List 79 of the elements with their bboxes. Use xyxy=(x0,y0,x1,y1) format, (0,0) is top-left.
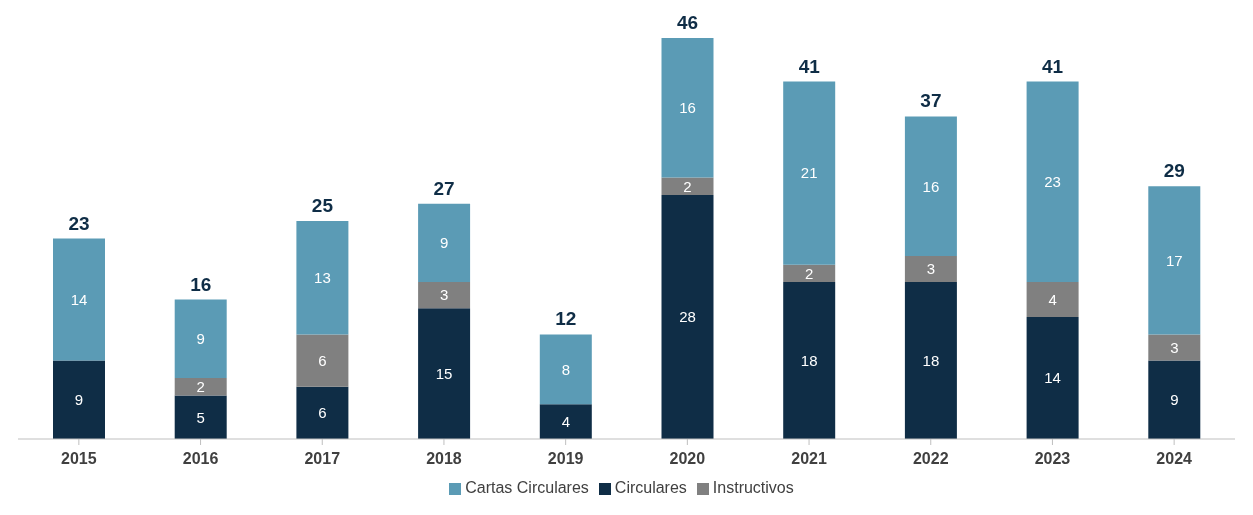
bar xyxy=(539,404,592,439)
bar xyxy=(539,334,592,405)
bar xyxy=(661,38,714,178)
data-label: 9 xyxy=(1170,391,1179,409)
data-label: 18 xyxy=(922,351,940,369)
bar xyxy=(783,81,836,265)
bar xyxy=(296,386,349,439)
data-label: 6 xyxy=(318,351,327,369)
x-tick-label: 2019 xyxy=(547,450,584,468)
bar xyxy=(783,282,836,439)
bar xyxy=(1026,81,1079,283)
bar xyxy=(418,308,471,439)
data-label: 23 xyxy=(1044,173,1061,191)
bar xyxy=(418,203,471,283)
data-label: 21 xyxy=(800,164,818,182)
data-label: 14 xyxy=(70,290,88,308)
bar xyxy=(904,282,957,439)
bar xyxy=(53,360,105,439)
data-label: 5 xyxy=(196,408,205,426)
data-label: 2 xyxy=(805,264,814,282)
bar xyxy=(174,299,227,378)
data-label: 4 xyxy=(561,412,570,430)
data-label: 9 xyxy=(439,234,449,252)
bar xyxy=(418,282,471,309)
bar xyxy=(53,238,105,361)
data-label: 18 xyxy=(800,351,818,369)
bar xyxy=(296,221,349,335)
bar xyxy=(661,194,714,439)
legend-label: Cartas Circulares xyxy=(465,479,589,496)
bar xyxy=(1026,282,1079,317)
total-label: 46 xyxy=(676,12,699,33)
bar xyxy=(1026,316,1079,439)
total-label: 12 xyxy=(555,308,577,330)
data-label: 14 xyxy=(1044,369,1061,387)
data-label: 3 xyxy=(926,260,936,278)
x-tick-label: 2023 xyxy=(1034,450,1071,468)
x-tick-label: 2021 xyxy=(791,450,827,468)
bar xyxy=(1148,186,1201,335)
total-label: 25 xyxy=(311,195,334,217)
total-label: 41 xyxy=(1042,55,1064,77)
data-label: 3 xyxy=(1170,338,1179,356)
x-tick-label: 2015 xyxy=(61,450,97,468)
total-label: 27 xyxy=(433,177,455,199)
x-tick-label: 2022 xyxy=(912,450,949,468)
bar xyxy=(1148,360,1201,439)
bar xyxy=(174,377,227,396)
bar xyxy=(904,255,957,283)
x-tick-label: 2016 xyxy=(182,450,219,468)
total-label: 37 xyxy=(920,90,942,112)
x-tick-label: 2020 xyxy=(669,450,706,468)
data-label: 4 xyxy=(1048,290,1057,308)
data-label: 2 xyxy=(683,177,692,195)
bar xyxy=(904,116,957,256)
legend-label: Instructivos xyxy=(712,479,794,496)
data-label: 13 xyxy=(314,269,331,287)
data-label: 28 xyxy=(679,308,696,326)
total-label: 23 xyxy=(68,212,90,234)
data-label: 8 xyxy=(561,360,570,378)
data-label: 3 xyxy=(439,286,449,304)
data-label: 9 xyxy=(196,330,205,348)
bar xyxy=(174,395,227,439)
data-label: 16 xyxy=(922,177,940,195)
data-label: 6 xyxy=(318,404,327,422)
data-label: 15 xyxy=(435,364,453,382)
total-label: 29 xyxy=(1163,160,1185,182)
data-label: 17 xyxy=(1165,251,1183,269)
bar xyxy=(1148,334,1201,361)
data-label: 9 xyxy=(74,391,84,409)
legend-label: Circulares xyxy=(614,479,687,496)
total-label: 16 xyxy=(190,273,212,295)
data-label: 2 xyxy=(196,378,205,396)
bar xyxy=(783,264,836,283)
bar xyxy=(296,334,349,387)
total-label: 41 xyxy=(798,55,821,77)
x-tick-label: 2018 xyxy=(426,450,462,468)
data-label: 16 xyxy=(679,99,696,117)
x-tick-label: 2024 xyxy=(1156,450,1193,468)
bar xyxy=(661,177,714,195)
x-tick-label: 2017 xyxy=(304,450,341,468)
